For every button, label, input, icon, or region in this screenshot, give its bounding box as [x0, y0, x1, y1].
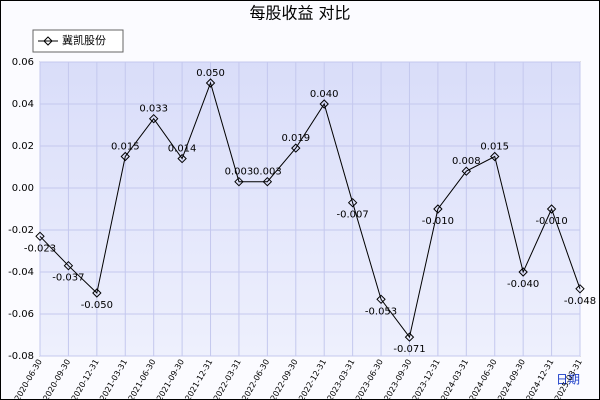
data-label: 0.033: [139, 104, 168, 115]
data-point: [347, 197, 358, 208]
data-label: -0.023: [24, 243, 56, 254]
data-point: [433, 204, 443, 214]
y-tick-label: -0.02: [8, 225, 34, 236]
chart-title: 每股收益 对比: [249, 4, 350, 23]
data-label: 0.014: [168, 144, 197, 155]
y-tick-label: 0.04: [12, 99, 34, 110]
data-label: 0.019: [281, 133, 310, 144]
data-point: [234, 176, 244, 187]
y-tick-label: -0.06: [8, 309, 34, 320]
data-label: -0.007: [337, 210, 369, 221]
data-label: 0.003: [225, 167, 254, 178]
data-label: -0.071: [393, 344, 425, 355]
data-point: [319, 99, 329, 109]
data-point: [177, 153, 187, 164]
data-label: -0.010: [422, 216, 454, 227]
series-line: [39, 81, 581, 339]
data-point: [35, 231, 45, 242]
data-point: [262, 176, 273, 187]
data-point: [575, 284, 585, 294]
data-label: 0.015: [480, 142, 509, 153]
data-label: -0.050: [81, 300, 113, 311]
data-label: 0.050: [196, 68, 225, 79]
data-label: -0.053: [365, 306, 397, 317]
data-point: [120, 151, 130, 162]
data-point: [63, 260, 74, 271]
data-point: [490, 151, 500, 162]
data-point: [92, 288, 102, 298]
data-point: [461, 166, 472, 176]
data-label: -0.037: [52, 273, 84, 284]
data-label: -0.010: [535, 216, 567, 227]
y-tick-label: -0.08: [8, 351, 34, 362]
data-label: 0.015: [111, 142, 140, 153]
plot-area: [39, 61, 581, 357]
data-point: [518, 267, 528, 277]
y-tick-label: 0.06: [12, 57, 34, 68]
data-label: 0.003: [253, 167, 282, 178]
y-tick-label: -0.04: [8, 267, 34, 278]
data-label: -0.040: [507, 279, 539, 290]
y-tick-label: 0.00: [12, 183, 34, 194]
legend-box: [32, 29, 124, 53]
data-point: [205, 78, 216, 88]
data-label: -0.048: [564, 296, 596, 307]
y-tick-label: 0.02: [12, 141, 34, 152]
data-label: 0.040: [310, 89, 339, 100]
data-point: [291, 143, 301, 153]
data-label: 0.008: [452, 156, 481, 167]
data-point: [546, 204, 557, 214]
x-axis-label: 日期: [556, 373, 580, 387]
legend-label: 冀凯股份: [62, 33, 106, 47]
data-point: [376, 294, 386, 305]
data-point: [404, 332, 415, 342]
legend-marker: [43, 36, 53, 46]
data-point: [148, 113, 159, 124]
